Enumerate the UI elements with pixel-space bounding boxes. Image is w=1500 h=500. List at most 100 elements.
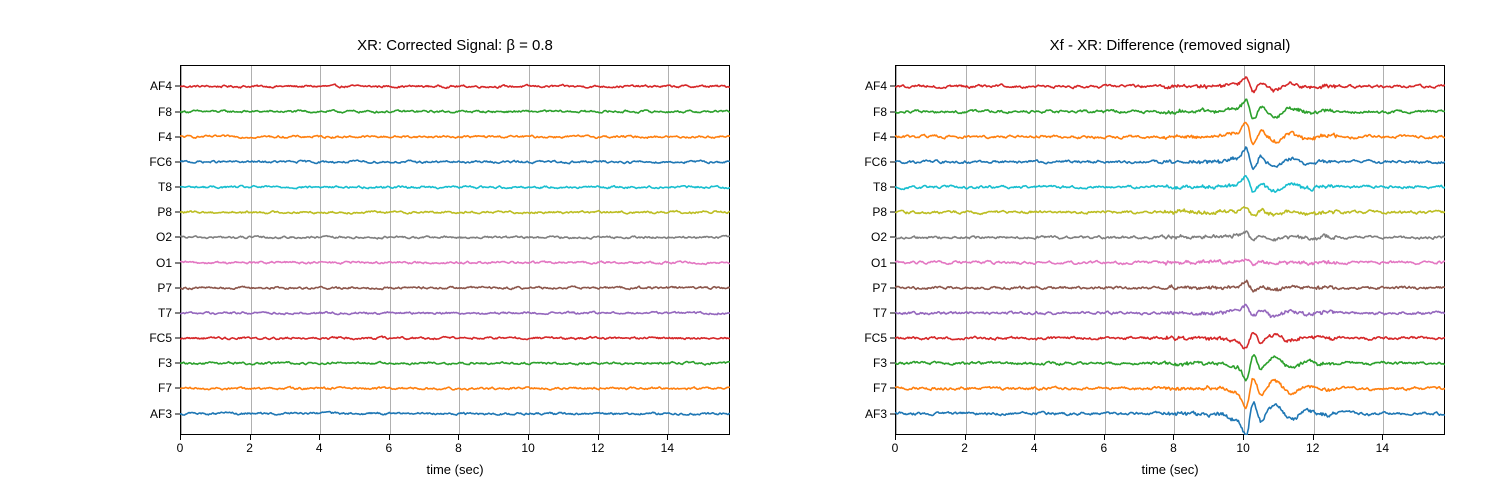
- trace-AF3: [180, 412, 730, 416]
- trace-O1: [180, 261, 730, 264]
- ytick-mark: [175, 312, 180, 313]
- xtick-mark: [598, 435, 599, 440]
- ytick-label-F4: F4: [873, 130, 887, 144]
- ytick-label-P7: P7: [872, 281, 887, 295]
- xtick-mark: [667, 435, 668, 440]
- ytick-label-F8: F8: [873, 105, 887, 119]
- ytick-label-F7: F7: [158, 381, 172, 395]
- xtick-label: 2: [961, 441, 968, 455]
- xtick-label: 0: [892, 441, 899, 455]
- trace-F3: [895, 355, 1445, 381]
- ytick-label-F4: F4: [158, 130, 172, 144]
- xtick-label: 0: [177, 441, 184, 455]
- ytick-label-FC6: FC6: [864, 155, 887, 169]
- figure: XR: Corrected Signal: β = 0.8 time (sec)…: [0, 0, 1500, 500]
- xtick-label: 14: [661, 441, 674, 455]
- traces-right: [895, 65, 1445, 435]
- ytick-mark: [890, 312, 895, 313]
- ytick-mark: [890, 212, 895, 213]
- title-left: XR: Corrected Signal: β = 0.8: [180, 37, 730, 54]
- subplot-left: XR: Corrected Signal: β = 0.8 time (sec)…: [180, 65, 730, 435]
- xlabel-right: time (sec): [895, 462, 1445, 477]
- trace-F8: [895, 99, 1445, 118]
- trace-P8: [180, 211, 730, 214]
- trace-F4: [180, 135, 730, 138]
- xtick-label: 12: [1306, 441, 1319, 455]
- trace-O2: [180, 236, 730, 239]
- xtick-label: 6: [1101, 441, 1108, 455]
- trace-T8: [895, 176, 1445, 193]
- ytick-label-T7: T7: [873, 306, 887, 320]
- trace-T7: [180, 311, 730, 314]
- ytick-mark: [175, 212, 180, 213]
- ytick-mark: [890, 187, 895, 188]
- xtick-label: 10: [1236, 441, 1249, 455]
- xtick-mark: [1104, 435, 1105, 440]
- ytick-label-O2: O2: [871, 230, 887, 244]
- ytick-mark: [890, 388, 895, 389]
- xtick-mark: [965, 435, 966, 440]
- ytick-label-P8: P8: [157, 205, 172, 219]
- ytick-label-AF3: AF3: [865, 407, 887, 421]
- trace-FC5: [895, 333, 1445, 349]
- trace-F8: [180, 110, 730, 113]
- xtick-mark: [1382, 435, 1383, 440]
- xtick-label: 12: [591, 441, 604, 455]
- traces-left: [180, 65, 730, 435]
- trace-T8: [180, 186, 730, 189]
- xtick-label: 6: [386, 441, 393, 455]
- xtick-label: 4: [1031, 441, 1038, 455]
- trace-P7: [895, 280, 1445, 292]
- trace-AF4: [180, 84, 730, 88]
- ytick-label-P8: P8: [872, 205, 887, 219]
- xtick-mark: [389, 435, 390, 440]
- trace-F7: [180, 387, 730, 391]
- ytick-label-T7: T7: [158, 306, 172, 320]
- xtick-label: 14: [1376, 441, 1389, 455]
- ytick-label-AF4: AF4: [150, 79, 172, 93]
- ytick-label-FC5: FC5: [864, 331, 887, 345]
- ytick-mark: [175, 237, 180, 238]
- title-right: Xf - XR: Difference (removed signal): [895, 37, 1445, 54]
- xtick-mark: [250, 435, 251, 440]
- trace-F4: [895, 123, 1445, 145]
- ytick-mark: [175, 338, 180, 339]
- trace-FC5: [180, 336, 730, 340]
- ytick-label-F8: F8: [158, 105, 172, 119]
- xtick-mark: [180, 435, 181, 440]
- ytick-label-FC6: FC6: [149, 155, 172, 169]
- ytick-label-F3: F3: [873, 356, 887, 370]
- ytick-mark: [175, 136, 180, 137]
- xtick-label: 8: [1170, 441, 1177, 455]
- ytick-mark: [890, 287, 895, 288]
- ytick-mark: [175, 111, 180, 112]
- trace-O1: [895, 259, 1445, 265]
- xlabel-left: time (sec): [180, 462, 730, 477]
- trace-T7: [895, 304, 1445, 317]
- trace-P7: [180, 286, 730, 289]
- xtick-mark: [319, 435, 320, 440]
- xtick-label: 8: [455, 441, 462, 455]
- ytick-mark: [175, 388, 180, 389]
- trace-AF4: [895, 77, 1445, 93]
- trace-P8: [895, 207, 1445, 216]
- ytick-label-FC5: FC5: [149, 331, 172, 345]
- xtick-mark: [528, 435, 529, 440]
- trace-F7: [895, 379, 1445, 409]
- xtick-mark: [895, 435, 896, 440]
- ytick-mark: [175, 287, 180, 288]
- ytick-mark: [175, 86, 180, 87]
- ytick-label-AF3: AF3: [150, 407, 172, 421]
- trace-AF3: [895, 402, 1445, 435]
- xtick-label: 2: [246, 441, 253, 455]
- ytick-label-T8: T8: [158, 180, 172, 194]
- xtick-label: 4: [316, 441, 323, 455]
- ytick-mark: [175, 413, 180, 414]
- subplot-right: Xf - XR: Difference (removed signal) tim…: [895, 65, 1445, 435]
- trace-F3: [180, 362, 730, 366]
- xtick-mark: [1313, 435, 1314, 440]
- ytick-mark: [890, 363, 895, 364]
- xtick-mark: [1243, 435, 1244, 440]
- trace-FC6: [180, 160, 730, 164]
- xtick-mark: [458, 435, 459, 440]
